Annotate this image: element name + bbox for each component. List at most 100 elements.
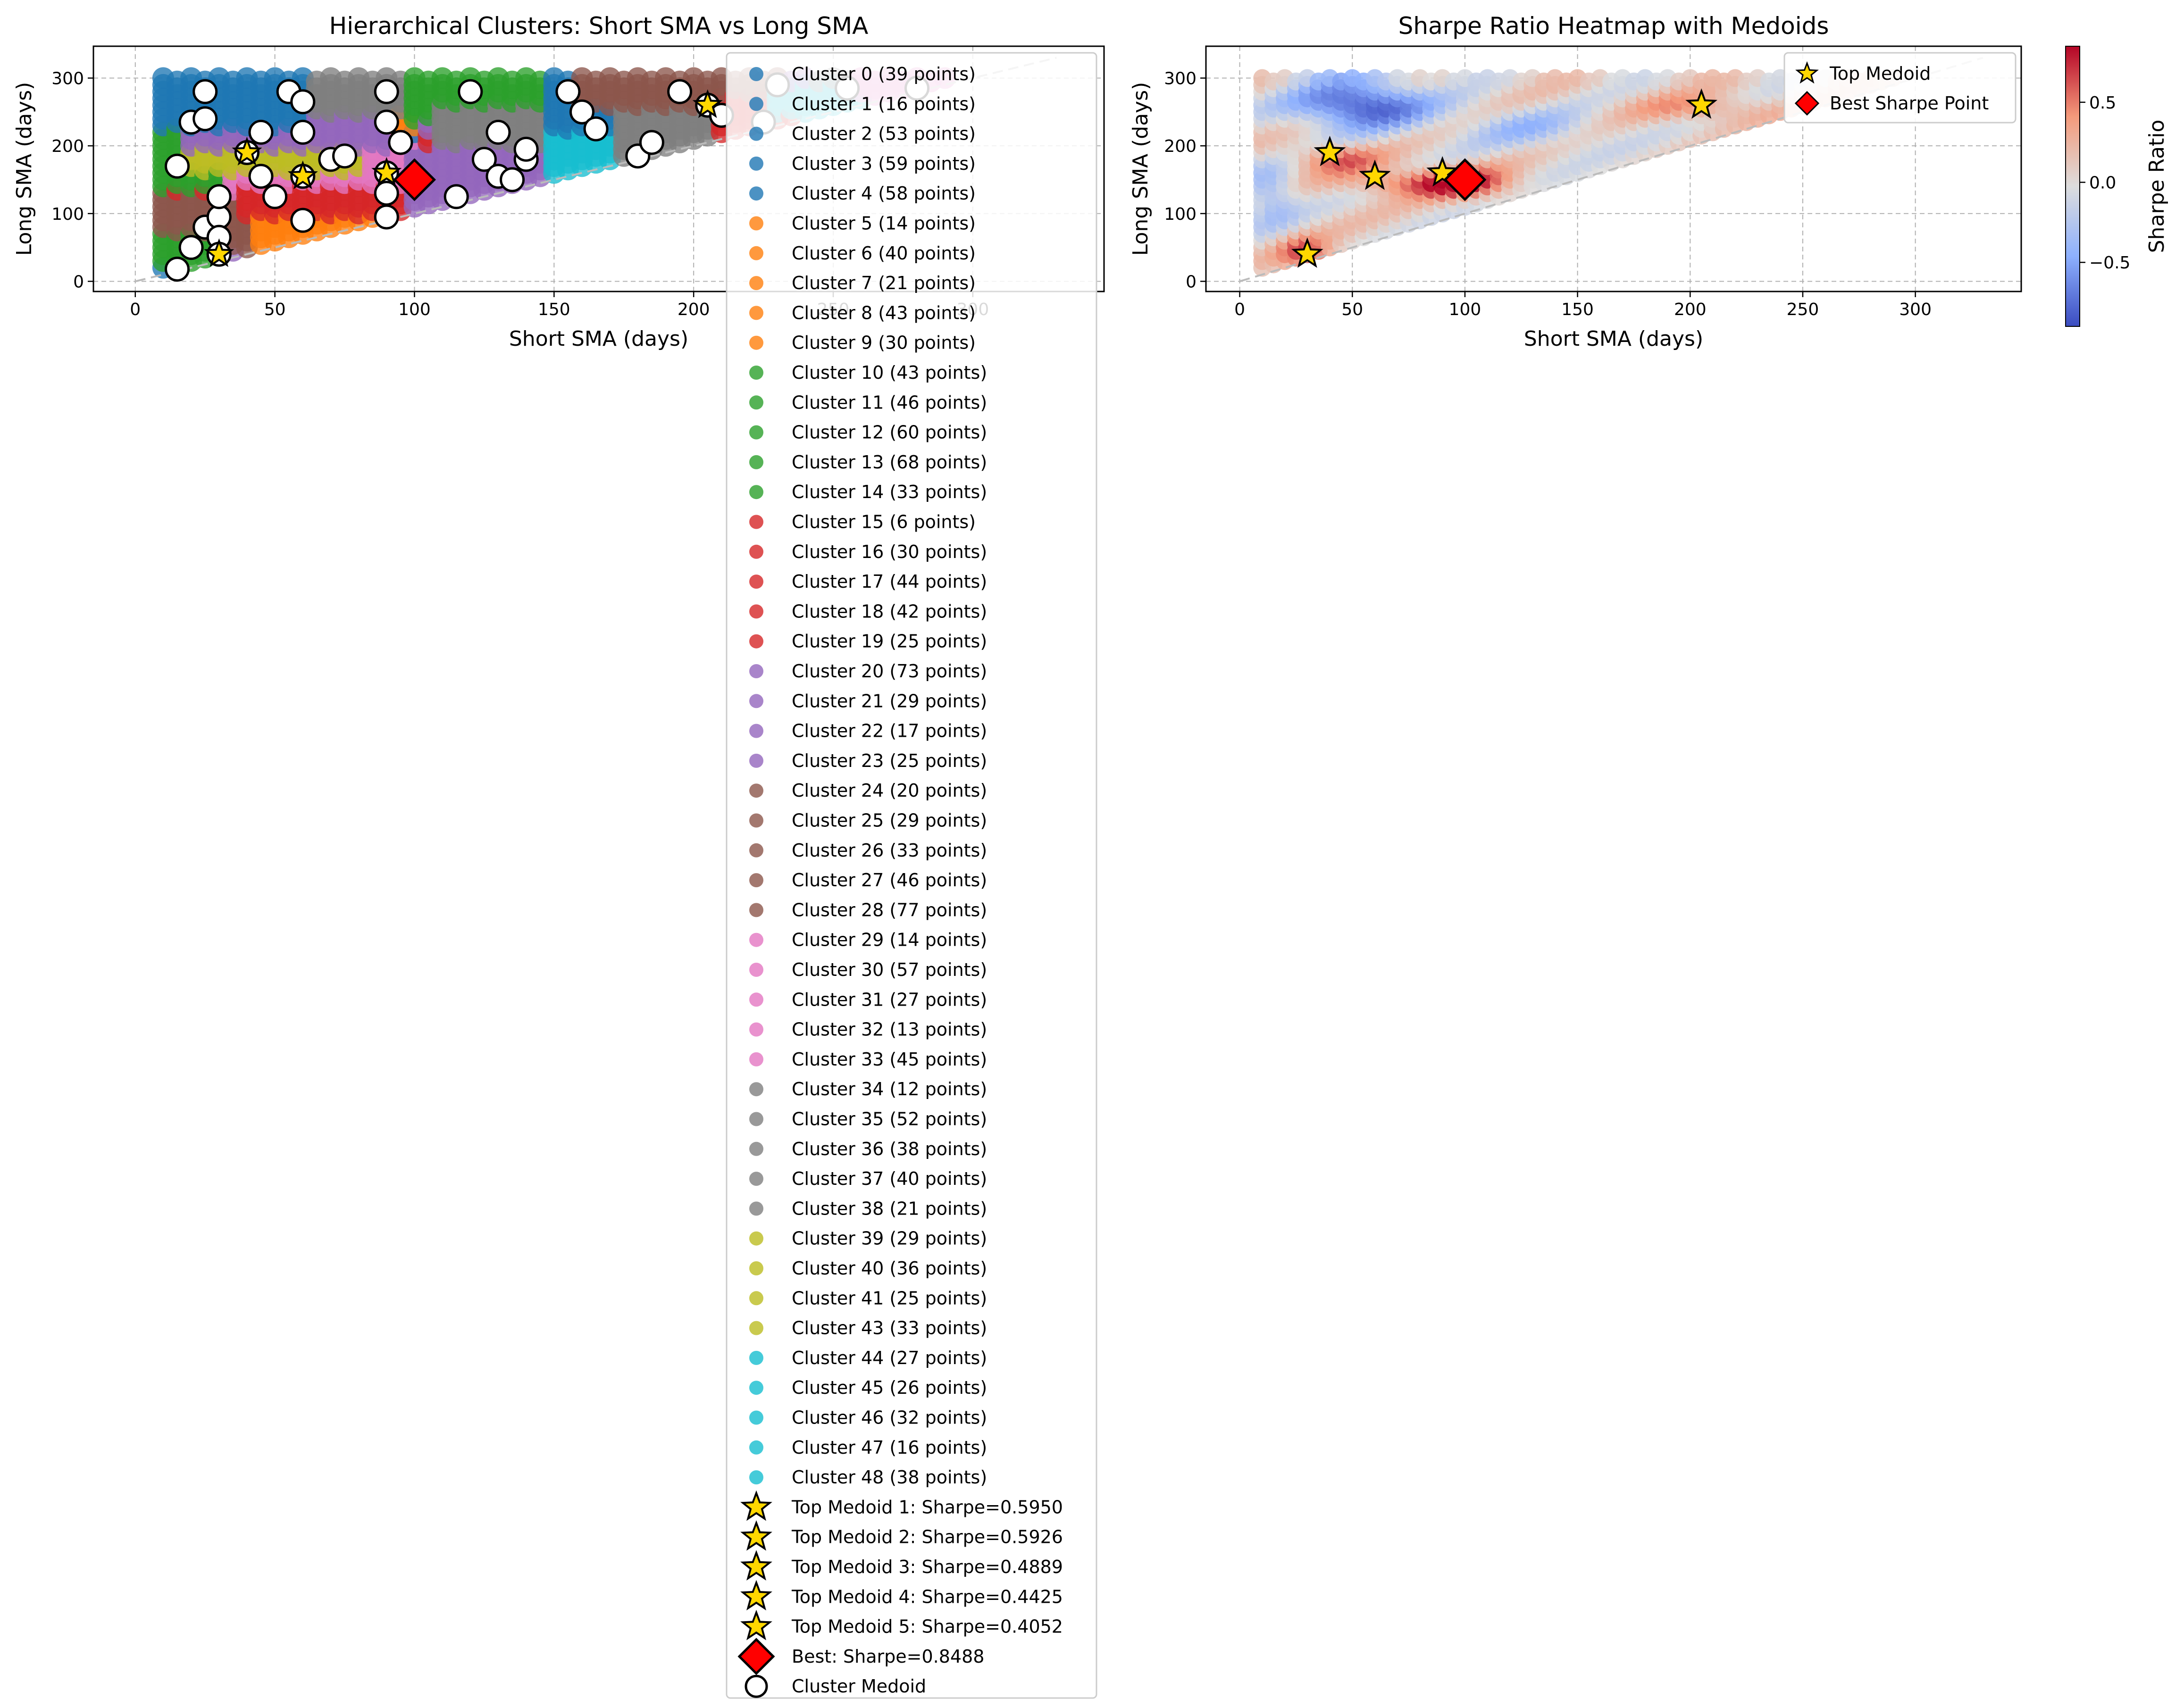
legend-cluster-label: Cluster 29 (14 points) bbox=[792, 930, 987, 950]
heatmap-legend-label: Best Sharpe Point bbox=[1830, 93, 1989, 114]
legend-cluster-swatch bbox=[749, 1112, 763, 1126]
legend-cluster-label: Cluster 34 (12 points) bbox=[792, 1079, 987, 1099]
heatmap-top-medoid-star bbox=[1685, 88, 1718, 119]
cluster-medoid-marker bbox=[667, 79, 693, 104]
heatmap-legend-star bbox=[1795, 61, 1819, 84]
cluster-medoid-marker bbox=[569, 99, 594, 125]
legend-cluster-swatch bbox=[749, 306, 763, 320]
sharpe-heatmap-panel: Sharpe Ratio Heatmap with Medoids 0 50 100… bbox=[1129, 12, 2169, 351]
legend-cluster-label: Cluster 16 (30 points) bbox=[792, 541, 987, 562]
cluster-medoid-marker bbox=[332, 143, 358, 169]
legend-cluster-swatch bbox=[749, 395, 763, 410]
cluster-medoid-marker bbox=[165, 153, 190, 179]
legend-cluster-label: Cluster 21 (29 points) bbox=[792, 691, 987, 711]
legend-cluster-swatch bbox=[749, 335, 763, 350]
legend-cluster-swatch bbox=[749, 544, 763, 559]
legend-cluster-label: Cluster 14 (33 points) bbox=[792, 482, 987, 502]
colorbar-label: Sharpe Ratio bbox=[2145, 120, 2169, 253]
cluster-medoid-marker bbox=[248, 119, 274, 145]
right-x-tick-label: 100 bbox=[1449, 300, 1481, 319]
top-medoid-star bbox=[692, 89, 723, 118]
legend-top-medoid-star bbox=[740, 1609, 772, 1640]
legend-cluster-swatch bbox=[749, 634, 763, 649]
legend-cluster-swatch bbox=[749, 1321, 763, 1335]
legend-cluster-label: Cluster 12 (60 points) bbox=[792, 422, 987, 443]
legend-cluster-swatch bbox=[749, 933, 763, 947]
legend-cluster-swatch bbox=[749, 1261, 763, 1275]
legend-cluster-swatch bbox=[749, 97, 763, 111]
right-y-tick-label: 0 bbox=[1186, 272, 1197, 291]
top-medoid-star bbox=[287, 160, 318, 190]
left-x-tick-label: 200 bbox=[678, 300, 710, 319]
legend-cluster-label: Cluster 38 (21 points) bbox=[792, 1198, 987, 1219]
legend-cluster-label: Cluster 25 (29 points) bbox=[792, 810, 987, 831]
left-chart-title: Hierarchical Clusters: Short SMA vs Long… bbox=[329, 12, 869, 40]
left-x-tick-label: 100 bbox=[398, 300, 431, 319]
legend-cluster-swatch bbox=[749, 843, 763, 858]
legend-cluster-label: Cluster 11 (46 points) bbox=[792, 392, 987, 413]
left-x-tick-label: 0 bbox=[130, 300, 141, 319]
cluster-medoid-marker bbox=[513, 136, 539, 162]
left-y-axis-label: Long SMA (days) bbox=[12, 82, 36, 256]
right-y-axis-label: Long SMA (days) bbox=[1129, 82, 1153, 256]
colorbar-gradient bbox=[2065, 46, 2080, 327]
right-x-tick-label: 250 bbox=[1787, 300, 1819, 319]
legend-cluster-label: Cluster 27 (46 points) bbox=[792, 870, 987, 891]
cluster-medoid-marker bbox=[290, 208, 316, 233]
legend-cluster-swatch bbox=[749, 1172, 763, 1186]
cluster-medoid-marker bbox=[165, 257, 190, 282]
legend-cluster-swatch bbox=[749, 1350, 763, 1365]
heatmap-top-medoid-star bbox=[1359, 159, 1391, 190]
heatmap-legend-diamond bbox=[1794, 91, 1820, 116]
legend-cluster-swatch bbox=[749, 485, 763, 500]
legend-cluster-swatch bbox=[749, 1470, 763, 1485]
legend-cluster-swatch bbox=[749, 67, 763, 81]
right-x-tick-label: 200 bbox=[1674, 300, 1707, 319]
legend-best-label: Best: Sharpe=0.8488 bbox=[792, 1646, 984, 1667]
legend-cluster-label: Cluster 4 (58 points) bbox=[792, 183, 976, 204]
legend-cluster-swatch bbox=[749, 1410, 763, 1425]
cluster-medoid-marker bbox=[262, 184, 288, 209]
legend-cluster-label: Cluster 35 (52 points) bbox=[792, 1109, 987, 1130]
legend-cluster-label: Cluster 26 (33 points) bbox=[792, 840, 987, 861]
legend-cluster-swatch bbox=[749, 1141, 763, 1156]
legend-best-diamond bbox=[737, 1638, 775, 1675]
legend-top-medoid-label: Top Medoid 2: Sharpe=0.5926 bbox=[791, 1527, 1063, 1548]
legend-cluster-label: Cluster 6 (40 points) bbox=[792, 243, 976, 264]
legend-cluster-label: Cluster 47 (16 points) bbox=[792, 1437, 987, 1458]
left-x-tick-label: 50 bbox=[264, 300, 286, 319]
legend-cluster-label: Cluster 15 (6 points) bbox=[792, 512, 976, 533]
legend-cluster-label: Cluster 30 (57 points) bbox=[792, 959, 987, 980]
left-y-tick-label: 300 bbox=[51, 69, 84, 89]
legend-cluster-label: Cluster 28 (77 points) bbox=[792, 899, 987, 920]
cluster-medoid-marker bbox=[192, 79, 218, 104]
legend-top-medoid-label: Top Medoid 1: Sharpe=0.5950 bbox=[791, 1497, 1063, 1517]
heatmap-legend-box bbox=[1783, 52, 2017, 124]
legend-cluster-label: Cluster 13 (68 points) bbox=[792, 452, 987, 473]
legend-top-medoid-star bbox=[740, 1550, 772, 1581]
right-y-tick-label: 300 bbox=[1164, 69, 1197, 89]
cluster-medoid-marker bbox=[374, 79, 399, 104]
legend-top-medoid-star bbox=[740, 1490, 772, 1521]
legend-cluster-swatch bbox=[749, 126, 763, 141]
legend-cluster-label: Cluster 23 (25 points) bbox=[792, 750, 987, 771]
legend-cluster-swatch bbox=[749, 694, 763, 708]
legend-cluster-label: Cluster 3 (59 points) bbox=[792, 153, 976, 174]
legend-cluster-label: Cluster 8 (43 points) bbox=[792, 302, 976, 323]
right-chart-title: Sharpe Ratio Heatmap with Medoids bbox=[1398, 12, 1829, 40]
legend-cluster-label: Cluster 36 (38 points) bbox=[792, 1139, 987, 1159]
left-y-tick-label: 0 bbox=[73, 272, 84, 291]
legend-cluster-label: Cluster 43 (33 points) bbox=[792, 1318, 987, 1339]
legend-cluster-swatch bbox=[749, 783, 763, 798]
heatmap-top-medoid-star bbox=[1291, 237, 1323, 268]
cluster-medoid-marker bbox=[290, 119, 316, 145]
cluster-legend-box bbox=[726, 52, 1097, 1699]
legend-cluster-label: Cluster 40 (36 points) bbox=[792, 1258, 987, 1279]
right-x-tick-label: 0 bbox=[1234, 300, 1245, 319]
legend-cluster-swatch bbox=[749, 1440, 763, 1455]
legend-cluster-label: Cluster 39 (29 points) bbox=[792, 1228, 987, 1249]
legend-cluster-label: Cluster 31 (27 points) bbox=[792, 989, 987, 1010]
heatmap-legend-label: Top Medoid bbox=[1829, 63, 1931, 84]
right-x-tick-label: 150 bbox=[1561, 300, 1594, 319]
